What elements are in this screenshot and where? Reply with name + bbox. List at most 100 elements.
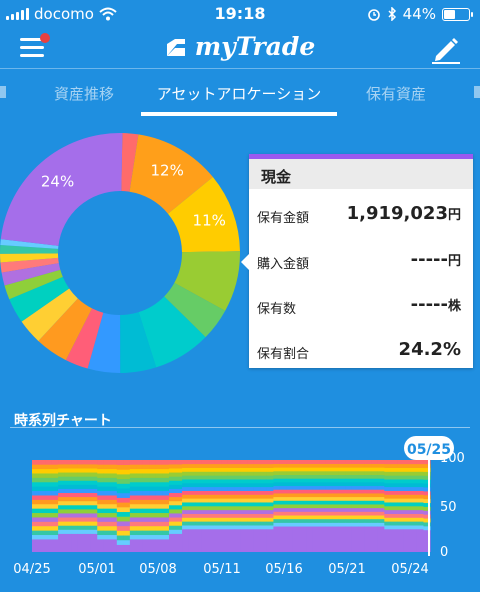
area-segment (384, 467, 392, 472)
area-segment (77, 476, 85, 481)
area-segment (136, 481, 144, 487)
area-segment (240, 490, 248, 495)
area-segment (136, 525, 144, 531)
area-segment (332, 460, 340, 464)
area-segment (175, 480, 183, 485)
donut-slice[interactable] (4, 269, 63, 300)
area-segment (312, 526, 320, 552)
donut-slice[interactable] (21, 288, 78, 341)
area-segment (312, 474, 320, 479)
donut-slice[interactable] (164, 282, 226, 338)
area-segment (208, 529, 216, 552)
area-segment (227, 509, 235, 514)
donut-slice[interactable] (9, 276, 70, 322)
area-segment (273, 482, 281, 487)
area-segment (273, 504, 281, 509)
area-segment (77, 500, 85, 506)
donut-slice[interactable] (129, 134, 213, 214)
area-segment (175, 492, 183, 498)
donut-slice[interactable] (0, 257, 59, 273)
area-segment (38, 477, 46, 483)
area-segment (286, 474, 294, 479)
area-segment (266, 521, 275, 526)
area-segment (136, 499, 144, 505)
area-segment (306, 489, 314, 494)
donut-slice[interactable] (0, 244, 59, 254)
donut-slice[interactable] (65, 308, 104, 369)
area-segment (279, 496, 288, 501)
area-segment (182, 471, 190, 476)
area-segment (142, 534, 151, 540)
donut-slice[interactable] (167, 177, 240, 253)
area-segment (312, 515, 320, 520)
area-segment (71, 472, 79, 477)
y-axis-label: 0 (440, 545, 448, 560)
area-segment (169, 525, 177, 530)
donut-slice[interactable] (0, 133, 123, 246)
area-segment (77, 525, 85, 530)
area-segment (338, 467, 346, 472)
area-segment (123, 516, 131, 522)
area-segment (175, 476, 183, 481)
area-segment (312, 511, 320, 516)
donut-slice[interactable] (121, 133, 139, 192)
area-segment (299, 507, 307, 512)
area-segment (169, 509, 177, 514)
area-segment (45, 464, 53, 470)
donut-slice[interactable] (174, 251, 240, 311)
area-segment (195, 490, 203, 495)
area-segment (136, 534, 144, 540)
area-segment (142, 486, 151, 492)
donut-slice[interactable] (0, 239, 59, 249)
area-segment (116, 530, 124, 536)
area-segment (110, 503, 118, 509)
area-segment (234, 494, 242, 499)
logo-mark-icon (166, 38, 185, 56)
donut-slice[interactable] (138, 296, 206, 368)
area-segment (129, 525, 137, 531)
tab-asset-history[interactable]: 資産推移 (54, 85, 115, 103)
area-segment (116, 535, 124, 541)
area-segment (90, 472, 98, 477)
edit-button[interactable] (430, 32, 462, 64)
area-segment (32, 517, 40, 522)
area-segment (129, 495, 137, 500)
timeseries-chart[interactable]: 100 50 0 04/25 05/01 05/08 05/11 05/16 05/21 05/2… (0, 430, 480, 588)
area-segment (45, 495, 53, 500)
donut-slice[interactable] (1, 263, 61, 286)
area-segment (142, 539, 151, 552)
tab-holdings[interactable]: 保有資産 (366, 85, 427, 103)
area-segment (319, 478, 327, 483)
area-segment (221, 529, 229, 552)
area-segment (266, 509, 275, 514)
area-segment (306, 511, 314, 516)
area-segment (332, 518, 340, 523)
area-segment (253, 525, 261, 530)
area-segment (103, 503, 111, 509)
area-segment (325, 467, 333, 472)
area-segment (51, 512, 59, 518)
donut-slice[interactable] (38, 298, 93, 361)
area-segment (201, 498, 209, 503)
allocation-donut-chart[interactable]: 24% 12% 11% (0, 120, 250, 390)
area-segment (390, 498, 398, 503)
area-segment (377, 507, 385, 512)
area-segment (162, 503, 170, 509)
donut-slice[interactable] (0, 253, 59, 263)
area-segment (208, 509, 216, 514)
donut-slice-label: 24% (41, 172, 74, 190)
area-segment (182, 490, 190, 495)
tab-asset-allocation[interactable]: アセットアロケーション (156, 85, 322, 103)
donut-slice[interactable] (120, 312, 157, 373)
area-segment (299, 482, 307, 487)
area-segment (208, 506, 216, 511)
area-segment (175, 517, 183, 522)
area-segment (286, 482, 294, 487)
selected-date-bubble[interactable]: 05/25 (404, 436, 454, 460)
area-segment (266, 498, 275, 503)
area-segment (397, 529, 405, 552)
area-segment (306, 467, 314, 472)
area-segment (116, 511, 124, 517)
menu-button[interactable] (20, 33, 50, 58)
donut-slice[interactable] (87, 312, 121, 373)
